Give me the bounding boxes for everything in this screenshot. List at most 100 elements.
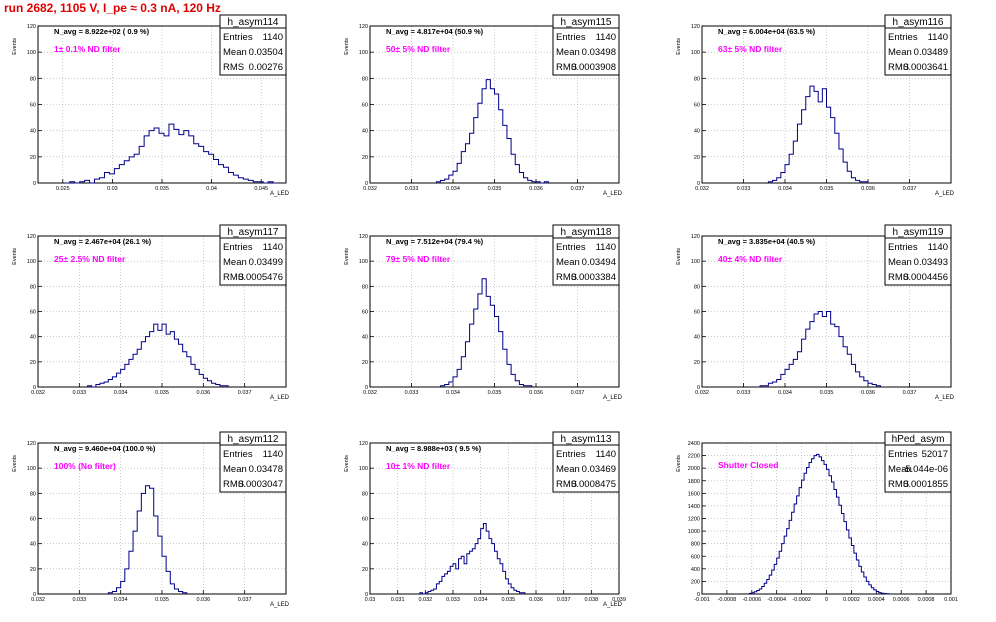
stats-box: h_asym115 Entries 1140 Mean 0.03498 RMS0.0003… xyxy=(552,14,620,76)
stats-box: h_asym116 Entries 1140 Mean 0.03489 RMS0.0003… xyxy=(884,14,952,76)
x-tick-label: 0.033 xyxy=(737,186,751,192)
stats-entries-label: Entries xyxy=(556,449,586,460)
y-tick-label: 60 xyxy=(362,103,368,109)
y-tick-label: 2200 xyxy=(688,454,700,460)
y-tick-label: 80 xyxy=(694,284,700,290)
histogram-line xyxy=(440,278,533,387)
y-tick-label: 120 xyxy=(691,234,700,240)
stats-rms-label: RMS xyxy=(556,62,577,73)
histogram-name: h_asym117 xyxy=(228,227,279,238)
y-tick-label: 80 xyxy=(362,76,368,82)
stats-rms-label: RMS xyxy=(888,272,909,283)
stats-mean-label: Mean xyxy=(223,47,247,58)
stats-rms-value: 0.00276 xyxy=(249,62,283,73)
histogram-panel-h_asym113: 0 20 40 60 80 100 120 0.03 0.031 0.032 0.033 0.034 0… xyxy=(344,431,626,608)
x-tick-label: 0.034 xyxy=(446,186,460,192)
stats-rms-label: RMS xyxy=(223,272,244,283)
y-tick-label: 60 xyxy=(362,517,368,523)
y-tick-label: 40 xyxy=(30,542,36,548)
stats-rms-value: 0.0001855 xyxy=(903,479,948,490)
stats-rms-value: 0.0003384 xyxy=(571,272,616,283)
stats-entries-label: Entries xyxy=(888,32,918,43)
histogram-panel-h_asym116: 0 20 40 60 80 100 120 0.032 0.033 0.034 0.035 0.036… xyxy=(676,14,955,197)
y-tick-label: 40 xyxy=(30,335,36,341)
y-tick-label: 80 xyxy=(30,76,36,82)
y-tick-label: 2000 xyxy=(688,466,700,472)
histogram-name: h_asym119 xyxy=(893,227,944,238)
stats-box-frame xyxy=(552,224,620,286)
histogram-line xyxy=(435,79,549,184)
stats-rms-value: 0.0003047 xyxy=(238,479,283,490)
y-tick-label: 40 xyxy=(694,335,700,341)
x-tick-label: 0.033 xyxy=(446,597,460,603)
y-tick-label: 120 xyxy=(359,441,368,447)
x-tick-label: 0.03 xyxy=(107,186,118,192)
histogram-panel-h_asym114: 0 20 40 60 80 100 120 0.025 0.03 0.035 0.04 0.045 Ev… xyxy=(12,14,290,197)
stats-entries-value: 1140 xyxy=(928,242,948,253)
y-tick-label: 0 xyxy=(697,592,700,598)
x-tick-label: 0.036 xyxy=(529,186,543,192)
histogram-panel-h_asym117: 0 20 40 60 80 100 120 0.032 0.033 0.034 0.035 0.036… xyxy=(12,224,290,401)
histogram-name: h_asym114 xyxy=(228,17,279,28)
x-tick-label: 0.033 xyxy=(72,597,86,603)
x-tick-label: 0.033 xyxy=(405,186,419,192)
x-tick-label: 0.037 xyxy=(557,597,571,603)
y-tick-label: 60 xyxy=(30,517,36,523)
stats-rms-label: RMS xyxy=(223,479,244,490)
y-tick-label: 120 xyxy=(359,24,368,30)
y-tick-label: 400 xyxy=(691,567,700,573)
y-tick-label: 20 xyxy=(362,567,368,573)
x-tick-label: 0.034 xyxy=(474,597,488,603)
x-tick-label: 0.037 xyxy=(903,390,917,396)
stats-box: h_asym112 Entries 1140 Mean 0.03478 RMS0.0003… xyxy=(219,431,287,493)
y-tick-label: 0 xyxy=(33,592,36,598)
n-avg-text: N_avg = 8.922e+02 ( 0.9 %) xyxy=(54,27,150,36)
stats-mean-value: 0.03498 xyxy=(582,47,616,58)
filter-label: 63± 5% ND filter xyxy=(718,44,783,54)
stats-entries-label: Entries xyxy=(888,242,918,253)
x-tick-label: 0.031 xyxy=(391,597,405,603)
stats-mean-label: Mean xyxy=(556,47,580,58)
stats-rms-label: RMS xyxy=(556,272,577,283)
x-tick-label: 0.037 xyxy=(238,390,252,396)
filter-label: 40± 4% ND filter xyxy=(718,254,783,264)
y-axis-title: Events xyxy=(344,38,350,55)
x-tick-label: -0.0004 xyxy=(767,597,786,603)
y-tick-label: 20 xyxy=(362,360,368,366)
stats-entries-value: 52017 xyxy=(922,449,948,460)
stats-mean-value: 0.03494 xyxy=(582,257,616,268)
y-tick-label: 120 xyxy=(27,234,36,240)
stats-box: h_asym114 Entries 1140 Mean 0.03504 RMS 0.0027… xyxy=(219,14,287,76)
x-tick-label: 0.036 xyxy=(861,390,875,396)
x-tick-label: 0.037 xyxy=(571,186,585,192)
x-tick-label: 0.034 xyxy=(778,390,792,396)
stats-rms-value: 0.0003641 xyxy=(903,62,948,73)
y-tick-label: 100 xyxy=(691,259,700,265)
x-axis-title: A_LED xyxy=(603,191,623,197)
x-tick-label: 0.034 xyxy=(778,186,792,192)
stats-entries-value: 1140 xyxy=(596,242,616,253)
x-tick-label: 0.038 xyxy=(584,597,598,603)
x-tick-label: 0.036 xyxy=(529,597,543,603)
y-tick-label: 60 xyxy=(694,103,700,109)
run-title: run 2682, 1105 V, I_pe ≈ 0.3 nA, 120 Hz xyxy=(4,1,221,15)
filter-label: 25± 2.5% ND filter xyxy=(54,254,126,264)
y-tick-label: 100 xyxy=(359,259,368,265)
n-avg-text: N_avg = 9.460e+04 (100.0 %) xyxy=(54,444,156,453)
stats-rms-value: 0.0005476 xyxy=(238,272,283,283)
y-tick-label: 1800 xyxy=(688,479,700,485)
stats-box: h_asym119 Entries 1140 Mean 0.03493 RMS0.0004… xyxy=(884,224,952,286)
histogram-panel-h_asym119: 0 20 40 60 80 100 120 0.032 0.033 0.034 0.035 0.036… xyxy=(676,224,955,401)
histogram-line xyxy=(419,523,526,595)
stats-box-frame xyxy=(884,224,952,286)
x-tick-label: 0.035 xyxy=(820,390,834,396)
stats-box-frame xyxy=(219,224,287,286)
y-tick-label: 0 xyxy=(697,181,700,187)
histogram-name: h_asym112 xyxy=(228,434,279,445)
y-tick-label: 100 xyxy=(359,50,368,56)
y-tick-label: 80 xyxy=(30,284,36,290)
y-tick-label: 1200 xyxy=(688,517,700,523)
x-tick-label: 0.034 xyxy=(114,390,128,396)
stats-mean-value: 0.03478 xyxy=(249,464,283,475)
y-tick-label: 120 xyxy=(359,234,368,240)
